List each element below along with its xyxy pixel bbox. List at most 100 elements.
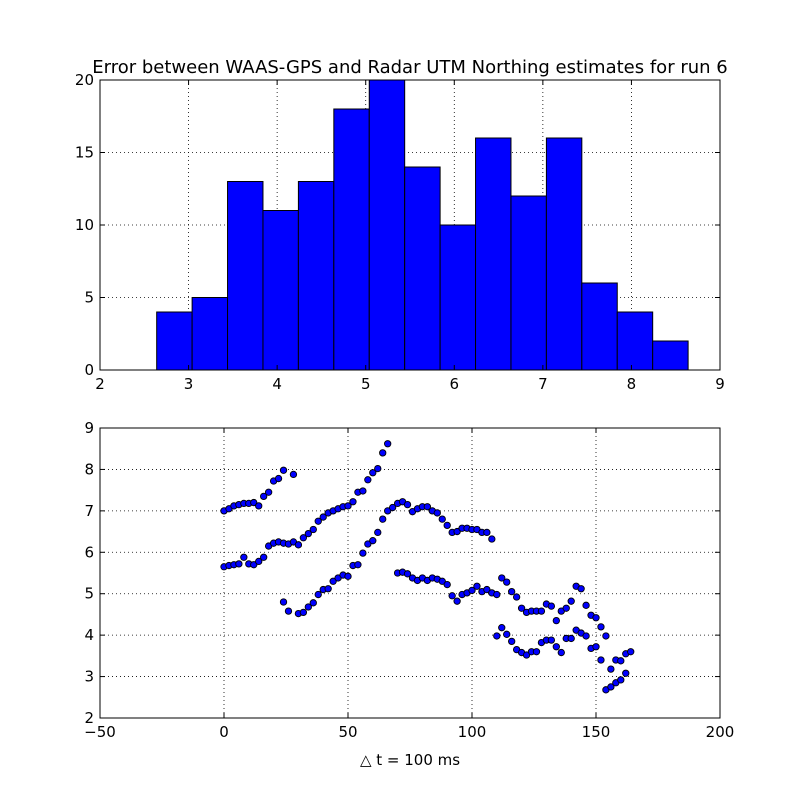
scatter-point (453, 597, 461, 605)
histogram-bar (368, 79, 406, 371)
histogram-bar (297, 181, 335, 371)
scatter-point (517, 604, 526, 612)
histogram-bar (191, 297, 229, 371)
scatter-point (468, 586, 476, 595)
scatter-point (250, 561, 258, 569)
scatter-point (264, 488, 273, 496)
scatter-point (309, 525, 317, 534)
scatter-point (255, 557, 263, 566)
scatter-point (374, 464, 382, 473)
histogram-x-tick-label: 2 (95, 375, 105, 393)
scatter-point (607, 683, 615, 691)
scatter-points (220, 440, 635, 694)
scatter-point (617, 657, 625, 665)
scatter-point (498, 624, 506, 632)
scatter-point (547, 602, 556, 610)
histogram-bar (262, 210, 299, 371)
scatter-point (617, 676, 625, 684)
scatter-point (240, 553, 248, 561)
scatter-y-tick-label: 8 (84, 460, 94, 478)
scatter-point (364, 540, 372, 548)
histogram-x-tick-label: 7 (538, 375, 548, 393)
scatter-point (493, 590, 501, 599)
scatter-point (537, 607, 546, 615)
scatter-point (557, 648, 565, 657)
scatter-y-tick-label: 6 (84, 543, 94, 561)
scatter-point (602, 632, 610, 640)
scatter-point (438, 577, 446, 585)
scatter-point (592, 643, 600, 651)
scatter-point (503, 630, 511, 638)
scatter-point (260, 553, 268, 561)
histogram-bar (404, 166, 441, 371)
scatter-point (433, 509, 441, 517)
scatter-point (359, 549, 367, 557)
scatter-point (235, 560, 243, 568)
scatter-point (299, 534, 308, 542)
scatter-point (508, 587, 516, 596)
scatter-point (522, 651, 531, 659)
scatter-point (324, 585, 332, 593)
histogram-bar (545, 137, 583, 371)
scatter-point (453, 527, 461, 536)
histogram-x-tick-label: 4 (272, 375, 282, 393)
histogram-bars (156, 79, 689, 371)
scatter-point (503, 578, 511, 586)
scatter-point (627, 648, 635, 656)
scatter-point (309, 599, 317, 607)
scatter-point (577, 585, 585, 593)
scatter-point (374, 528, 382, 537)
histogram-bar (227, 181, 264, 371)
scatter-point (592, 614, 600, 622)
scatter-x-tick-label: 150 (582, 723, 611, 741)
scatter-point (384, 507, 392, 515)
scatter-point (314, 590, 322, 599)
scatter-point (260, 492, 268, 501)
scatter-chart: −50 0 50 100 150 200 2 3 4 5 6 7 8 9 △ t = 100 ms (84, 419, 734, 769)
scatter-x-tick-label: 100 (458, 723, 487, 741)
scatter-point (547, 636, 556, 644)
scatter-point (498, 574, 506, 582)
histogram-bar (510, 195, 547, 371)
scatter-ticks: −50 0 50 100 150 200 2 3 4 5 6 7 8 9 (84, 419, 734, 741)
histogram-y-tick-label: 10 (75, 216, 94, 234)
scatter-point (443, 521, 451, 530)
histogram-y-tick-label: 0 (84, 361, 94, 379)
histogram-bar (652, 340, 689, 371)
histogram-y-tick-label: 15 (75, 144, 94, 162)
scatter-point (423, 503, 432, 511)
histogram-x-tick-label: 8 (627, 375, 637, 393)
histogram-x-tick-label: 9 (715, 375, 725, 393)
scatter-point (567, 597, 575, 605)
scatter-frame (99, 427, 721, 719)
scatter-point (289, 470, 298, 479)
scatter-point (279, 598, 288, 606)
scatter-point (255, 502, 263, 510)
scatter-point (344, 572, 352, 580)
scatter-point (364, 476, 372, 484)
scatter-y-tick-label: 5 (84, 585, 94, 603)
histogram-x-tick-label: 3 (184, 375, 194, 393)
scatter-point (359, 487, 367, 495)
scatter-point (284, 607, 293, 615)
scatter-point (299, 608, 308, 617)
scatter-point (483, 528, 491, 537)
scatter-x-tick-label: 50 (338, 723, 357, 741)
scatter-point (562, 604, 570, 612)
scatter-point (304, 529, 312, 538)
scatter-y-tick-label: 9 (84, 419, 94, 437)
x-axis-label: △ t = 100 ms (360, 751, 460, 769)
histogram-chart: Error between WAAS-GPS and Radar UTM Nor… (75, 57, 728, 393)
scatter-point (388, 503, 397, 512)
scatter-point (314, 517, 322, 525)
scatter-point (607, 665, 615, 673)
scatter-point (582, 601, 590, 609)
scatter-point (448, 592, 456, 600)
scatter-point (438, 515, 446, 523)
histogram-y-tick-label: 20 (75, 71, 94, 89)
scatter-point (552, 616, 560, 625)
scatter-x-tick-label: 0 (219, 723, 229, 741)
histogram-y-tick-label: 5 (84, 289, 94, 307)
scatter-point (319, 513, 327, 521)
scatter-point (488, 535, 496, 543)
